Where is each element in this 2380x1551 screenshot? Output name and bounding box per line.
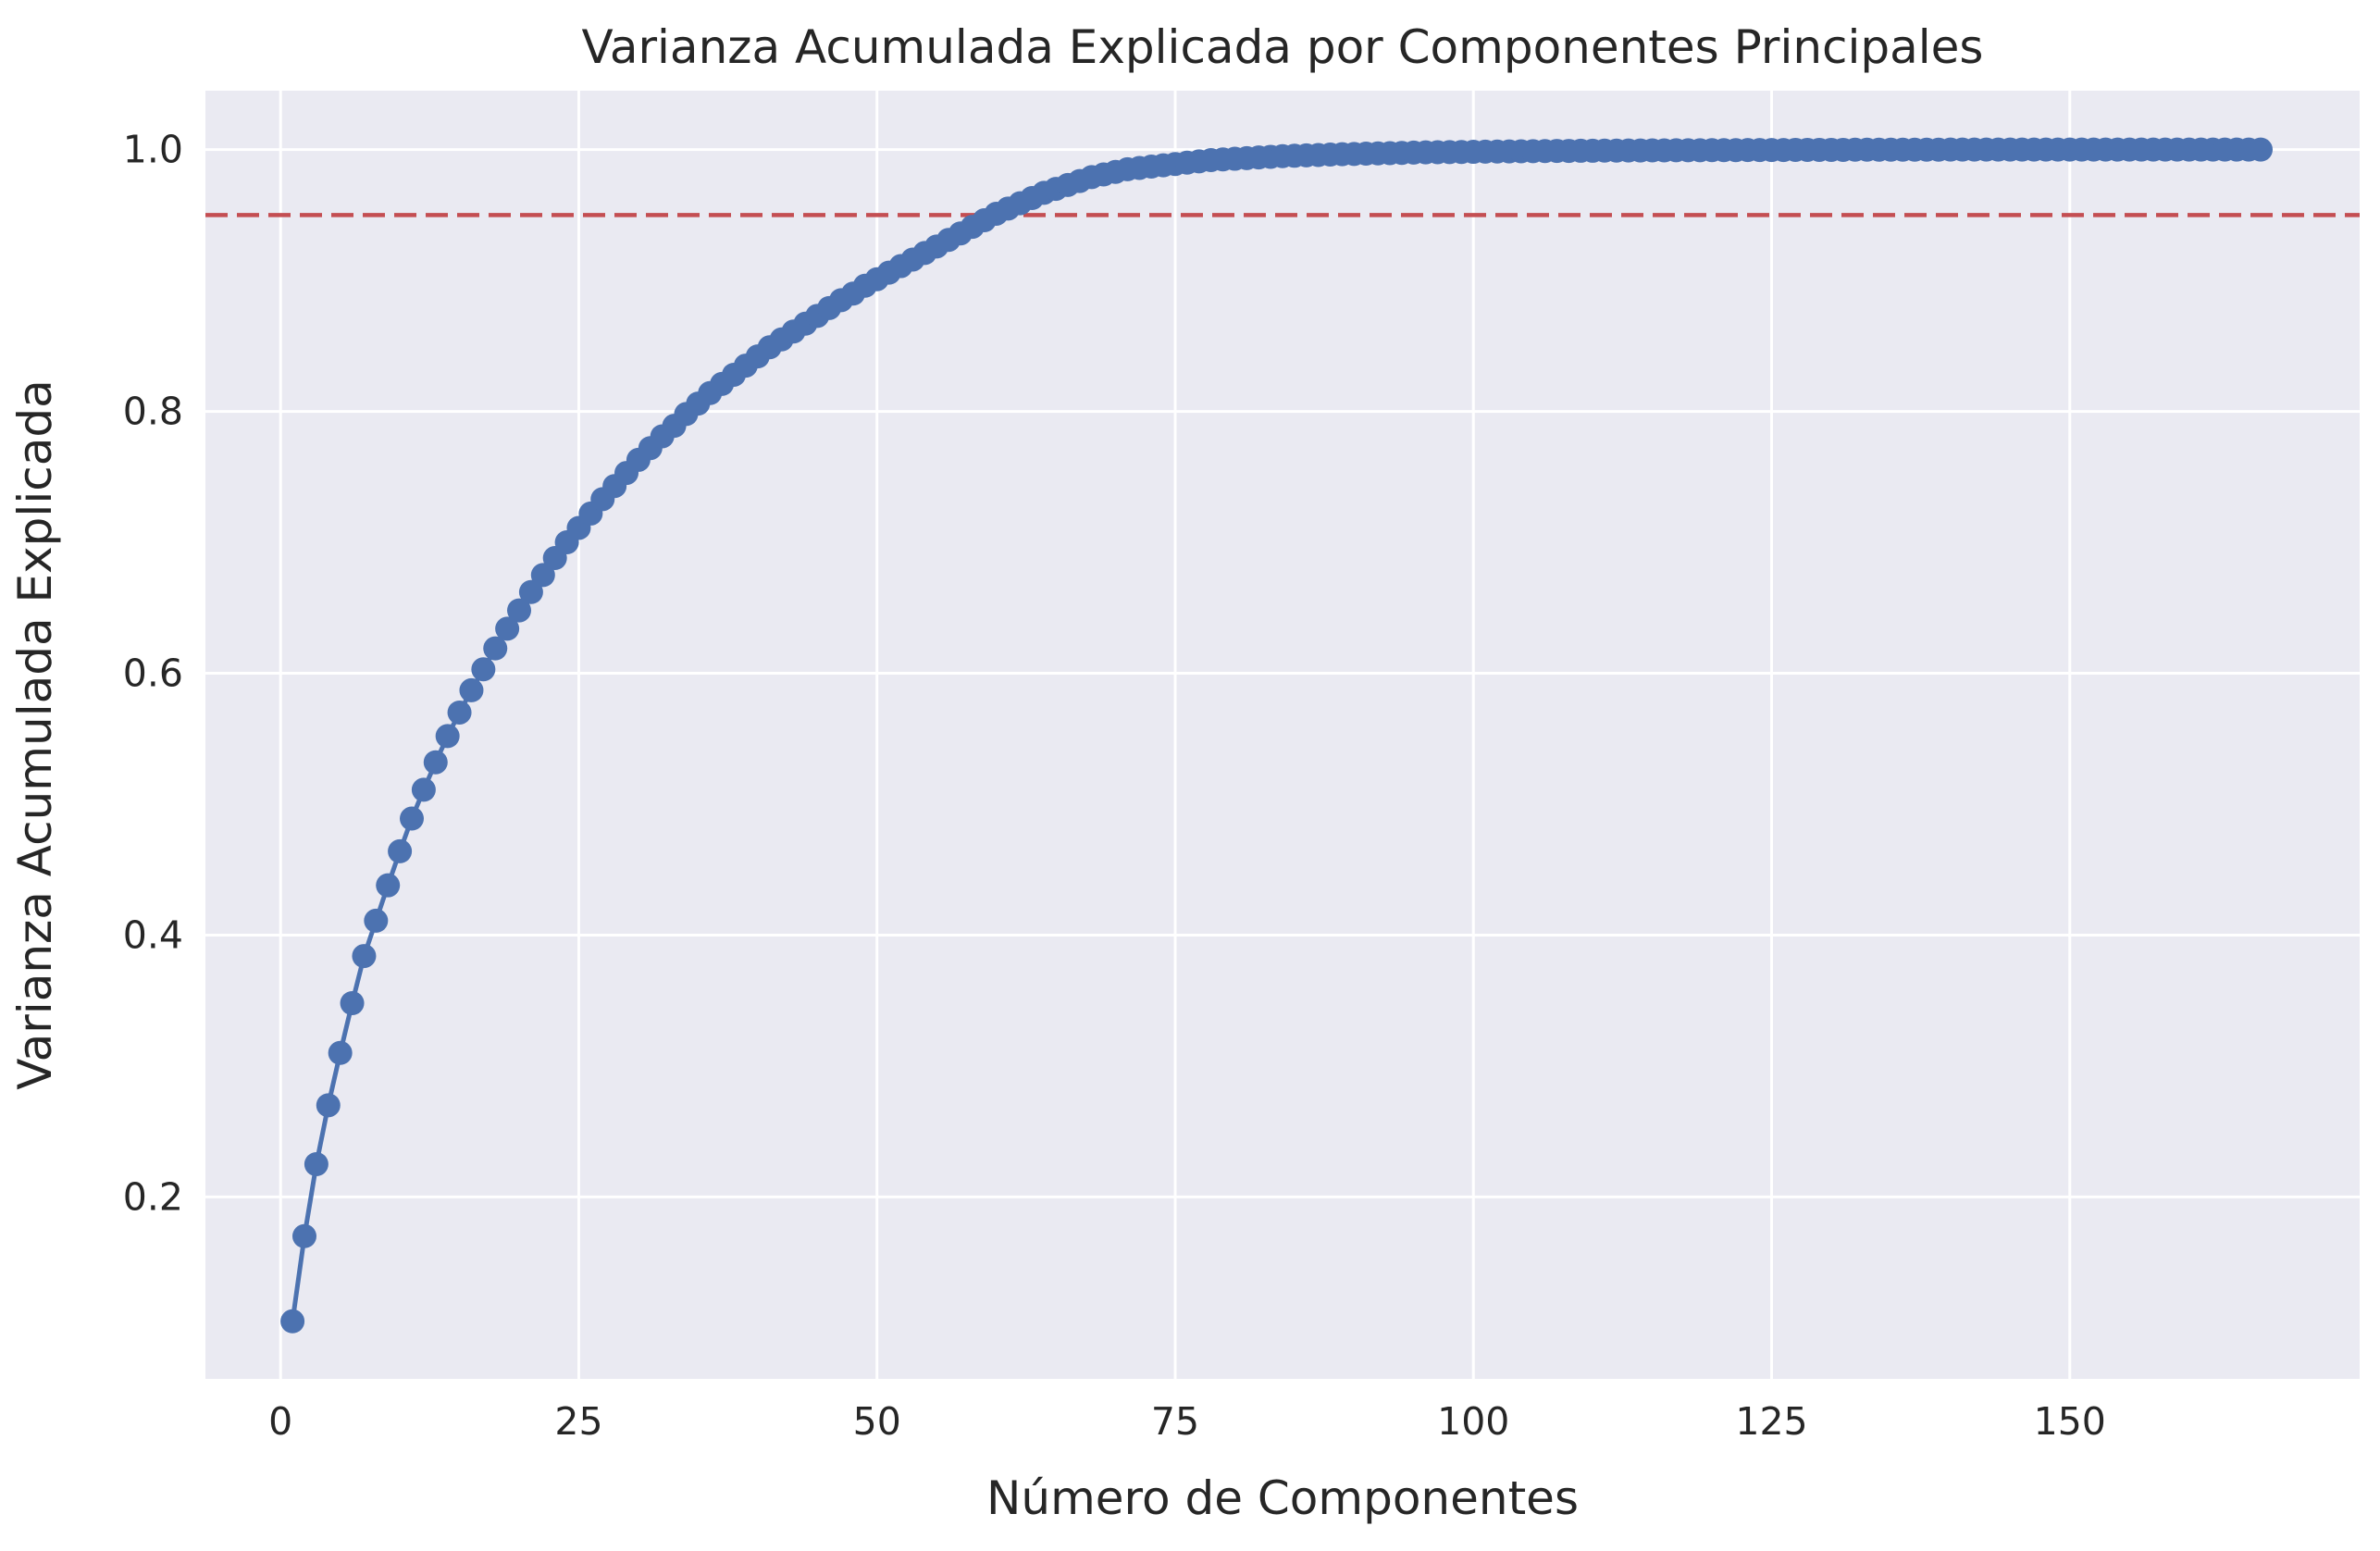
data-point [459, 677, 484, 702]
x-tick-label: 100 [1437, 1399, 1509, 1444]
data-point [352, 944, 377, 969]
y-tick-label: 0.2 [123, 1174, 183, 1219]
y-tick-labels: 0.2 0.4 0.6 0.8 1.0 [123, 128, 183, 1220]
y-axis-label: Varianza Acumulada Explicada [8, 379, 62, 1089]
data-point [2249, 137, 2274, 162]
data-point [530, 563, 555, 588]
series-cumulative-variance [280, 137, 2274, 1334]
y-tick-label: 0.6 [123, 651, 183, 696]
x-tick-label: 0 [268, 1399, 292, 1444]
grid-lines [205, 91, 2360, 1379]
data-point [400, 806, 424, 831]
data-point [507, 598, 532, 623]
data-point [340, 991, 365, 1015]
x-tick-labels: 0 25 50 75 100 125 150 [268, 1399, 2106, 1444]
data-point [518, 579, 543, 604]
y-tick-label: 1.0 [123, 128, 183, 172]
x-tick-label: 50 [853, 1399, 901, 1444]
x-tick-label: 75 [1151, 1399, 1199, 1444]
data-point [483, 636, 508, 661]
data-point [364, 908, 389, 933]
x-axis-label: Número de Componentes [986, 1471, 1579, 1525]
chart-title: Varianza Acumulada Explicada por Compone… [582, 20, 1984, 74]
data-point [388, 838, 413, 863]
data-point [291, 1223, 316, 1248]
data-point [435, 724, 460, 749]
data-point [376, 873, 401, 898]
data-point [495, 616, 520, 641]
data-point [471, 657, 496, 682]
plot-background [205, 91, 2360, 1379]
x-tick-label: 25 [554, 1399, 602, 1444]
data-point [423, 750, 448, 775]
x-tick-label: 150 [2034, 1399, 2106, 1444]
y-tick-label: 0.8 [123, 390, 183, 434]
data-point [316, 1093, 341, 1118]
y-tick-label: 0.4 [123, 912, 183, 957]
data-point [447, 700, 472, 725]
x-tick-label: 125 [1735, 1399, 1807, 1444]
data-point [411, 777, 436, 802]
data-point [304, 1152, 328, 1176]
data-point [280, 1309, 305, 1334]
data-point [328, 1040, 353, 1065]
